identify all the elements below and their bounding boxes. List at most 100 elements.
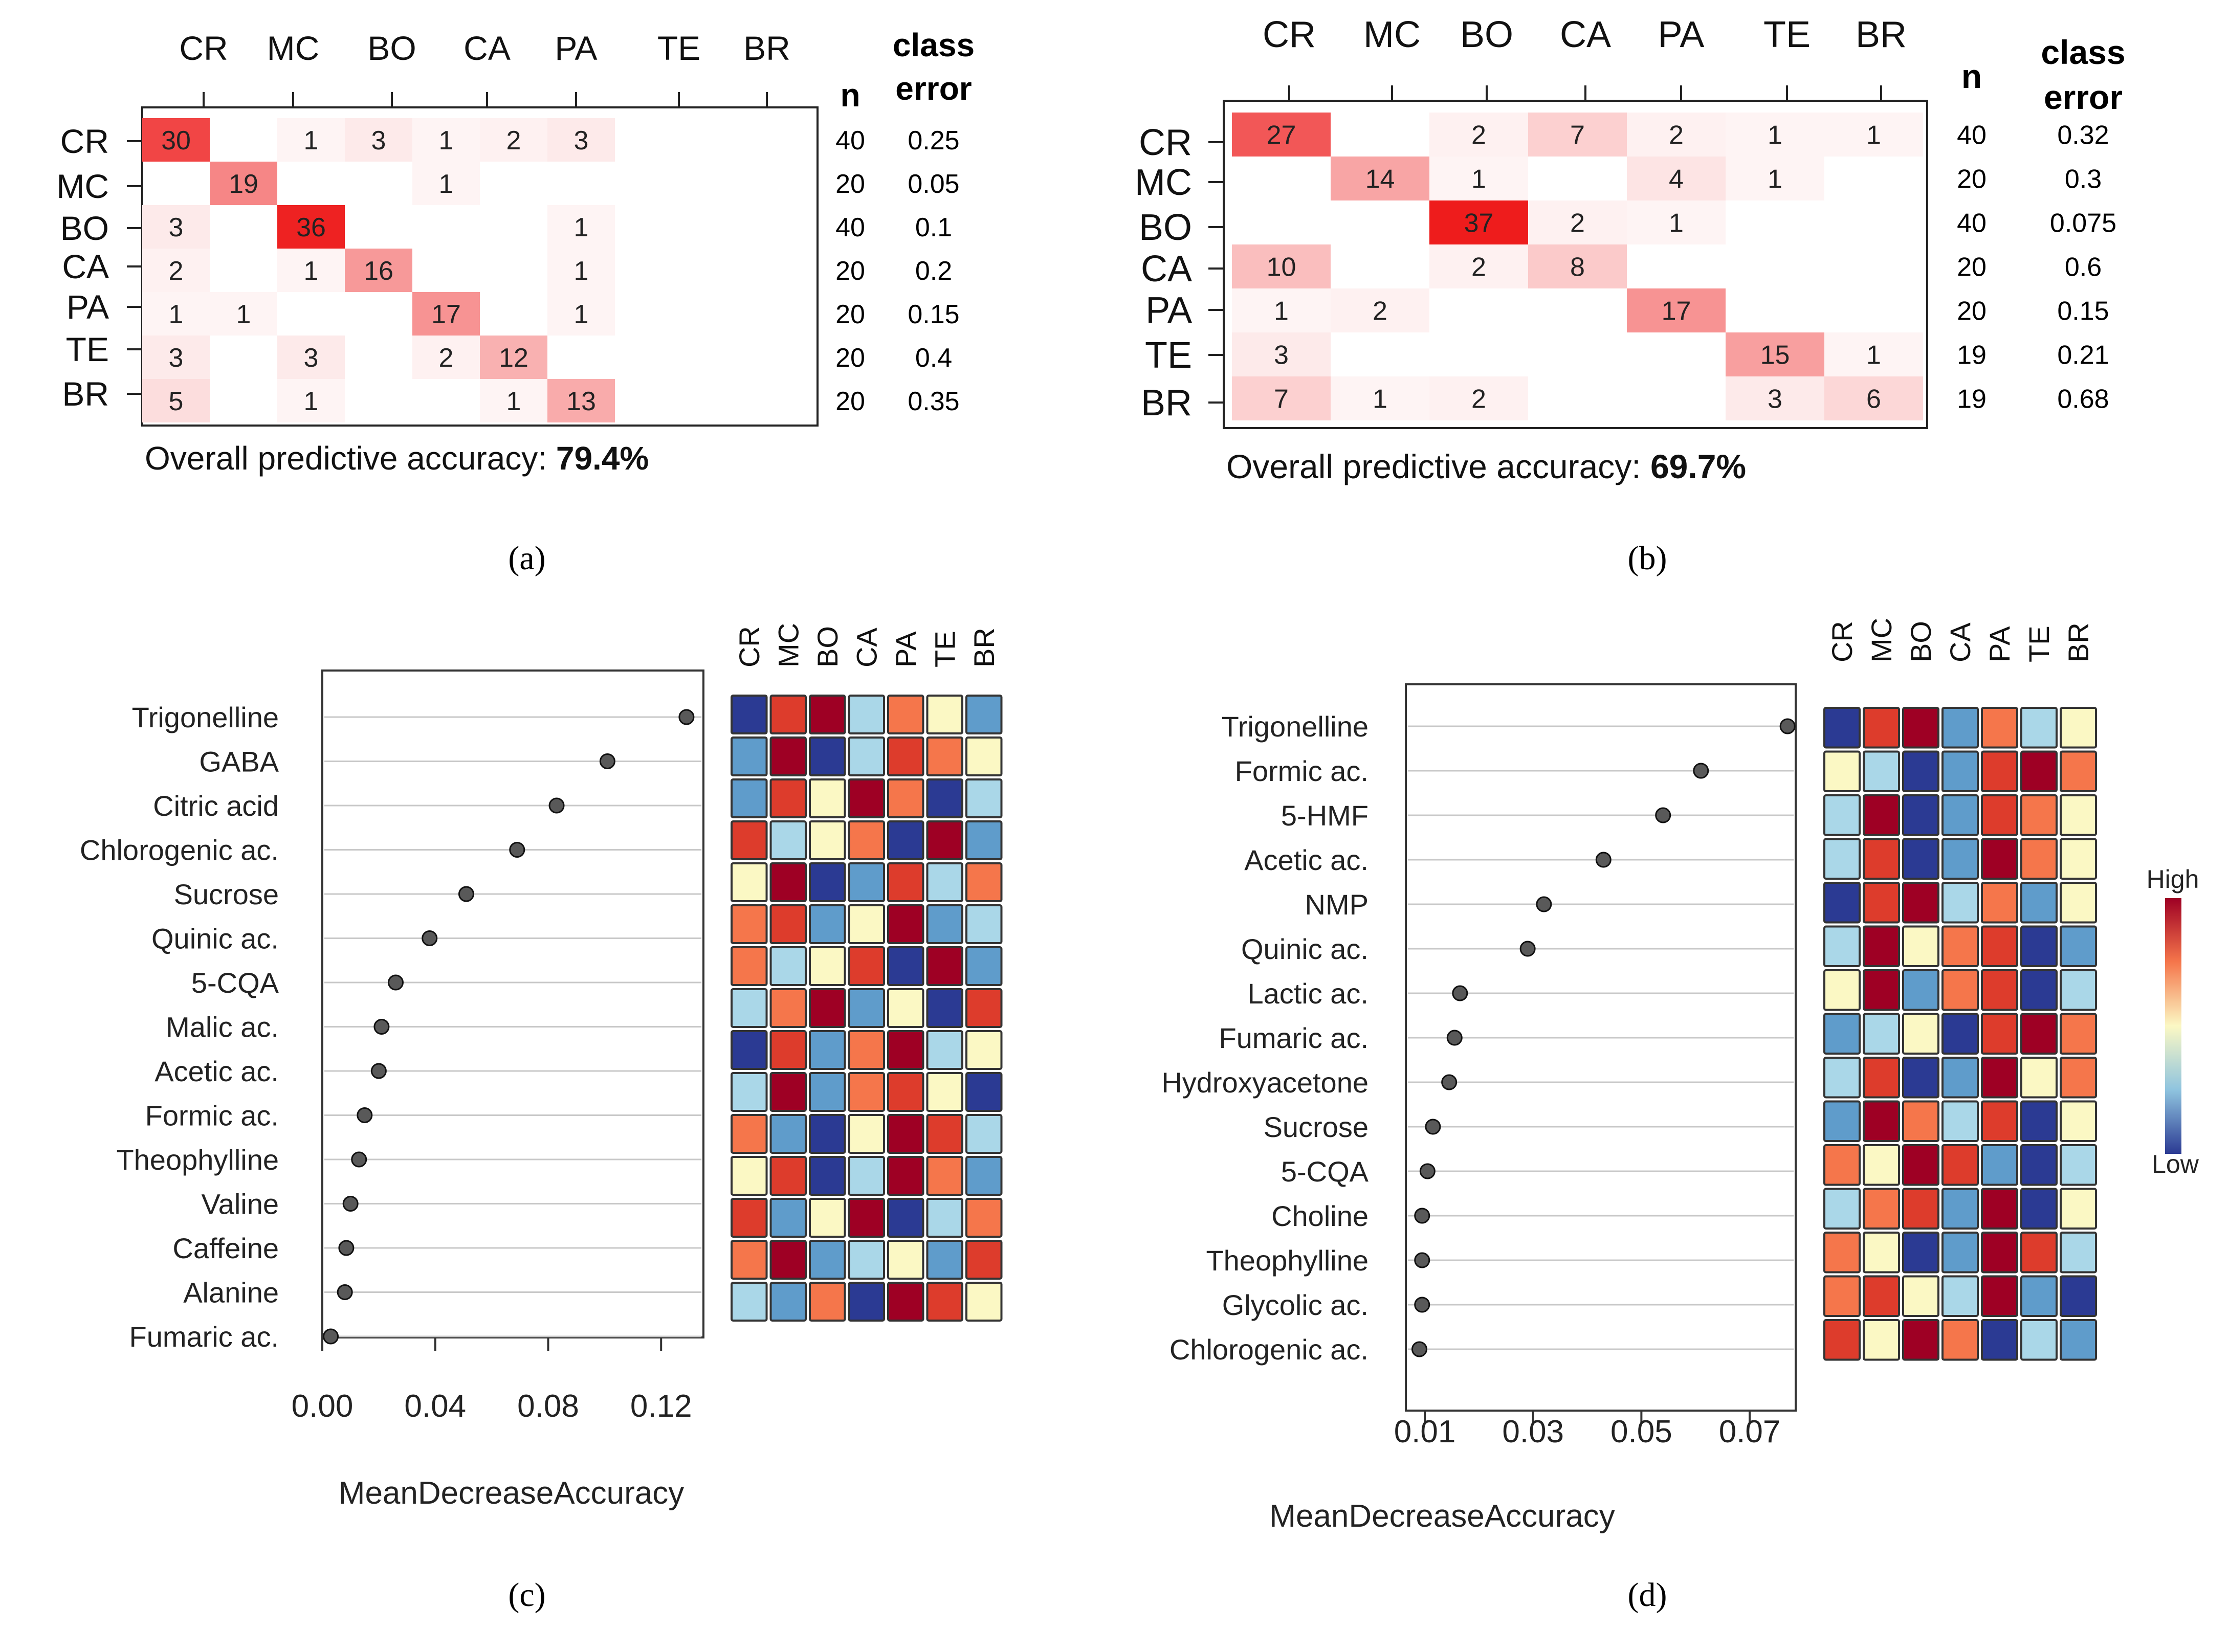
imp-d-heatmap-column-label: TE	[2023, 626, 2055, 662]
cm-b-row-label-cr: CR	[1139, 122, 1192, 163]
imp-c-heatmap-cell	[965, 736, 1003, 776]
cm-a-cell-value: 5	[169, 387, 184, 416]
imp-c-heatmap-cell	[887, 988, 924, 1028]
cm-a-cell-value: 1	[506, 387, 521, 416]
imp-c-heatmap-cell	[848, 736, 885, 776]
cm-a-row-label-ca: CA	[62, 248, 109, 285]
imp-c-heatmap-cell	[926, 988, 963, 1028]
cm-a-col-label-br: BR	[743, 29, 790, 67]
cm-b-error-header: class	[2041, 33, 2125, 71]
imp-c-heatmap-cell	[926, 904, 963, 944]
cm-a-col-label-mc: MC	[267, 29, 320, 67]
imp-d-point	[1536, 896, 1552, 912]
imp-c-heatmap-cell	[965, 988, 1003, 1028]
cm-b-cell-value: 17	[1662, 297, 1691, 326]
imp-c-heatmap-cell	[926, 946, 963, 986]
imp-c-heatmap-cell	[809, 736, 846, 776]
cm-b-cell	[1232, 288, 1331, 332]
imp-c-point	[599, 753, 615, 769]
cm-a-error-header-2: error	[895, 70, 972, 107]
imp-c-heatmap-cell	[965, 1240, 1003, 1280]
imp-c-heatmap-cell	[731, 820, 768, 860]
imp-d-heatmap-cell	[1863, 1144, 1900, 1186]
imp-c-heatmap-cell	[809, 1030, 846, 1070]
cm-b-cell-value: 1	[1768, 165, 1782, 194]
imp-d-heatmap-cell	[2020, 1232, 2058, 1274]
importance-plot-c: Trigonelline GABA Citric acid Chlorogenic a…	[80, 623, 1003, 1511]
cm-a-class-error: 0.15	[908, 300, 959, 329]
imp-d-feature-label: 5-HMF	[1281, 799, 1369, 832]
imp-d-heatmap-cell	[2060, 707, 2097, 749]
imp-d-heatmap-cell	[1863, 707, 1900, 749]
imp-c-heatmap-cell	[848, 1072, 885, 1112]
imp-d-heatmap-cell	[1823, 794, 1861, 836]
imp-d-point	[1425, 1119, 1441, 1135]
cm-b-cell	[1232, 376, 1331, 420]
cm-b-cell	[1726, 113, 1824, 157]
cm-a-cell-value: 3	[574, 126, 589, 155]
imp-d-heatmap-column-label: BO	[1905, 621, 1937, 662]
imp-c-heatmap-cell	[848, 988, 885, 1028]
imp-c-heatmap-cell	[809, 946, 846, 986]
imp-c-heatmap-cell	[769, 988, 807, 1028]
imp-c-heatmap-cell	[731, 778, 768, 818]
imp-d-x-tick-label: 0.05	[1610, 1414, 1672, 1449]
cm-a-cell-value: 2	[439, 343, 454, 373]
cm-a-n-value: 20	[835, 300, 865, 329]
imp-c-x-tick-label: 0.08	[517, 1389, 579, 1424]
imp-c-feature-label: Acetic ac.	[155, 1055, 279, 1087]
imp-c-heatmap-column-label: PA	[890, 631, 922, 667]
imp-d-heatmap-cell	[2020, 750, 2058, 792]
imp-c-heatmap-cell	[887, 946, 924, 986]
imp-d-point	[1414, 1208, 1430, 1224]
cm-a-row-label-te: TE	[66, 330, 109, 368]
cm-a-cell-value: 1	[574, 300, 589, 329]
imp-d-heatmap-cell	[1981, 750, 2018, 792]
cm-b-cell	[1627, 200, 1726, 244]
imp-c-point	[351, 1151, 367, 1168]
imp-d-heatmap-cell	[2060, 1100, 2097, 1142]
imp-c-feature-label: Caffeine	[172, 1232, 279, 1264]
imp-d-point	[1452, 985, 1468, 1001]
imp-d-heatmap-cell	[1823, 1188, 1861, 1230]
cm-a-cell-value: 30	[161, 126, 191, 155]
imp-d-heatmap-cell	[1981, 925, 2018, 967]
imp-c-heatmap-cell	[926, 1156, 963, 1196]
cm-a-cell	[277, 249, 345, 292]
imp-c-heatmap-column-label: BR	[968, 628, 1000, 667]
cm-b-cell-value: 1	[1669, 209, 1684, 238]
imp-d-heatmap-cell	[2060, 1057, 2097, 1099]
imp-c-heatmap-cell	[769, 1240, 807, 1280]
imp-c-heatmap-cell	[731, 988, 768, 1028]
panel-label-b: (b)	[1628, 540, 1667, 577]
imp-d-point	[1414, 1252, 1430, 1268]
imp-c-heatmap-cell	[731, 1240, 768, 1280]
importance-plot-d: Trigonelline Formic ac. 5-HMF Acetic ac. NMP…	[1161, 618, 2097, 1534]
cm-a-cell	[547, 292, 615, 336]
imp-d-heatmap-cell	[1981, 794, 2018, 836]
cm-a-cell-value: 1	[236, 300, 251, 329]
cm-b-cell	[1726, 332, 1824, 376]
imp-c-x-tick-label: 0.04	[404, 1389, 466, 1424]
imp-c-point	[338, 1240, 355, 1256]
imp-d-heatmap-cell	[1902, 1319, 1939, 1361]
imp-c-point	[323, 1328, 339, 1345]
cm-a-cell	[547, 205, 615, 249]
cm-a-cell	[480, 118, 547, 162]
cm-a-cell	[277, 118, 345, 162]
imp-c-heatmap-cell	[769, 736, 807, 776]
imp-c-point	[458, 886, 474, 902]
imp-c-heatmap-cell	[926, 1198, 963, 1238]
imp-d-plot-frame	[1405, 683, 1797, 1412]
imp-c-heatmap-cell	[965, 820, 1003, 860]
imp-c-heatmap-cell	[965, 946, 1003, 986]
cm-b-row-label-ca: CA	[1141, 249, 1192, 289]
cm-b-cell	[1429, 376, 1528, 420]
imp-c-heatmap-cell	[965, 1198, 1003, 1238]
imp-d-heatmap-cell	[1981, 707, 2018, 749]
imp-c-heatmap-cell	[769, 1282, 807, 1322]
imp-d-feature-label: Sucrose	[1264, 1111, 1369, 1143]
imp-c-x-tick-label: 0.00	[292, 1389, 354, 1424]
cm-a-class-error: 0.2	[915, 256, 952, 286]
